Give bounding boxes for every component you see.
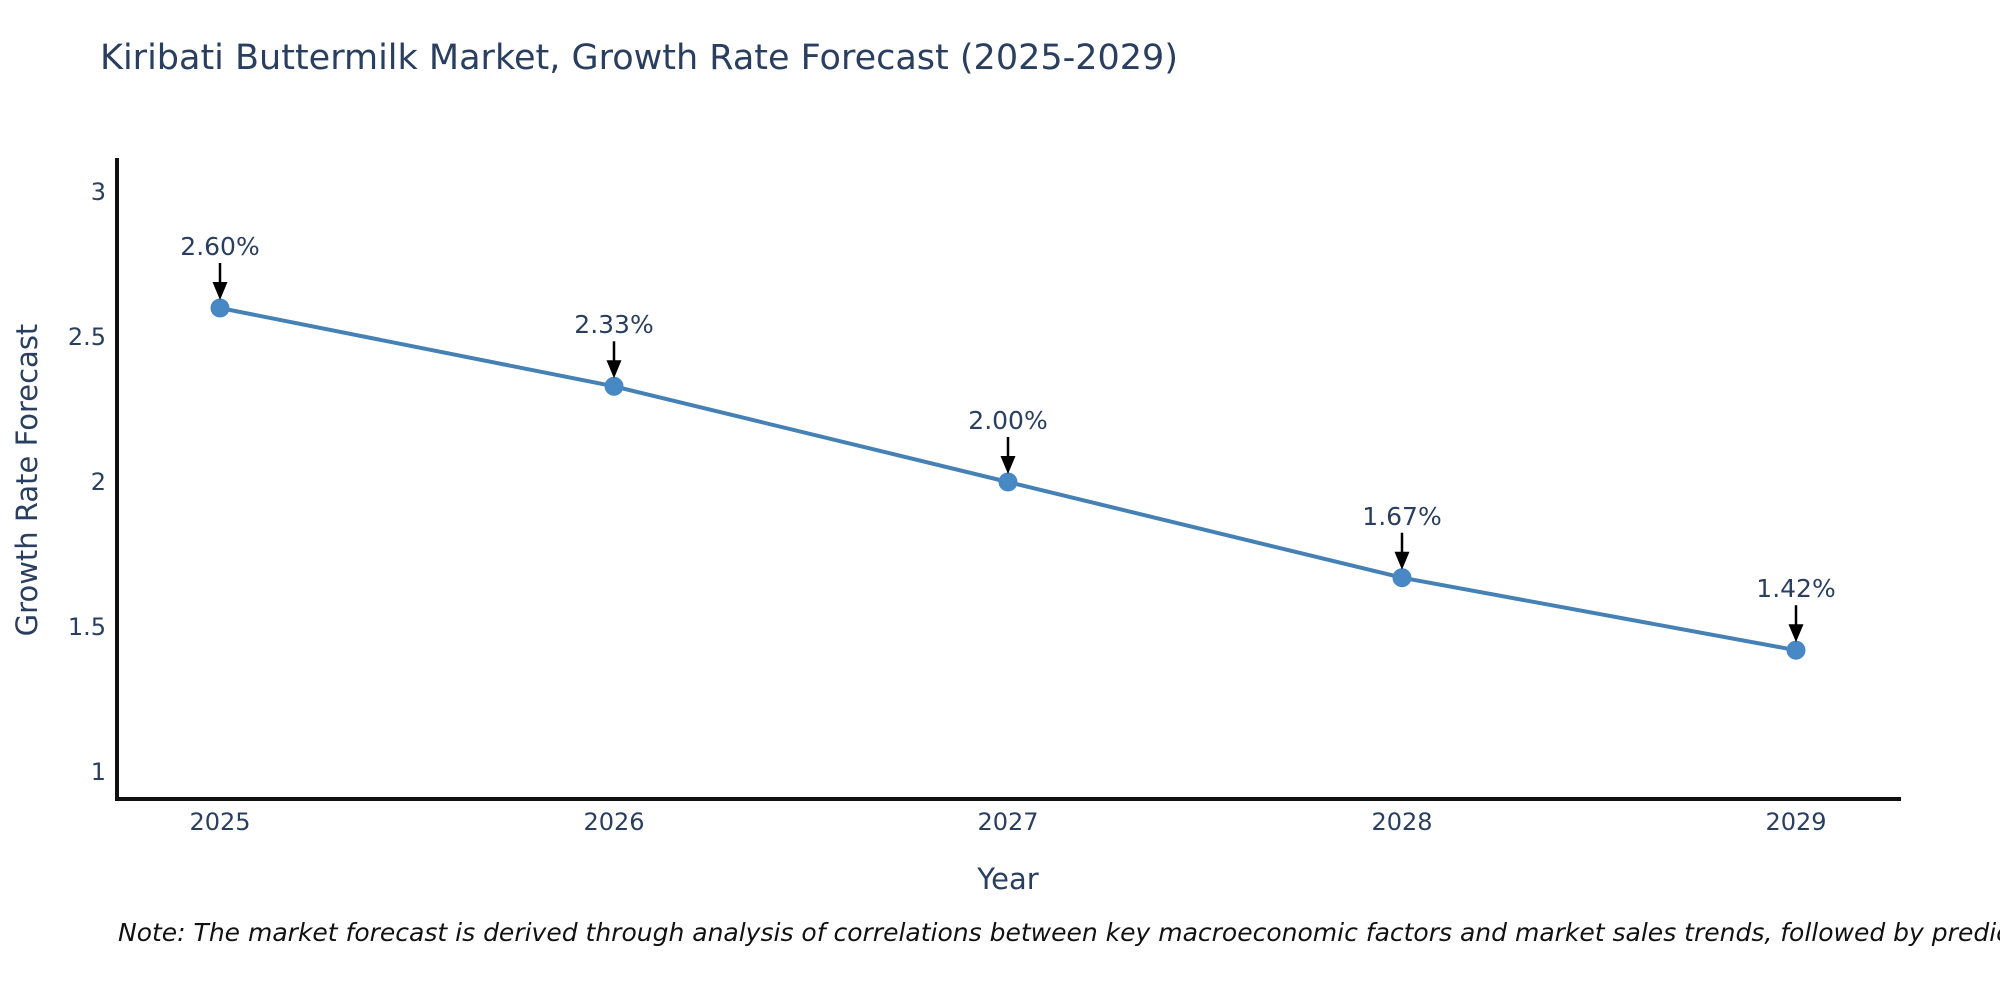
- data-point-marker-2027[interactable]: [998, 472, 1018, 492]
- point-annotation-label-2028: 1.67%: [1362, 501, 1442, 531]
- chart-title: Kiribati Buttermilk Market, Growth Rate …: [100, 38, 1178, 78]
- x-tick-label-2026: 2026: [583, 808, 645, 836]
- x-tick-label-2029: 2029: [1765, 808, 1827, 836]
- point-annotation-label-2026: 2.33%: [574, 310, 654, 340]
- y-tick-label-2-5: 2.5: [67, 323, 106, 351]
- y-tick-label-2: 2: [90, 468, 106, 496]
- annotation-arrow-head: [1394, 551, 1410, 570]
- annotation-arrow-head: [212, 282, 228, 300]
- x-tick-label-2027: 2027: [977, 808, 1039, 836]
- x-axis-title: Year: [977, 862, 1039, 896]
- annotation-arrow-head: [606, 360, 622, 379]
- annotation-arrow-head: [1788, 624, 1804, 643]
- data-point-marker-2028[interactable]: [1392, 568, 1412, 588]
- annotation-arrow-head: [1000, 456, 1016, 474]
- y-tick-label-1: 1: [90, 758, 106, 786]
- y-tick-label-3: 3: [90, 178, 106, 206]
- annotation-arrow-layer: [212, 263, 1804, 643]
- marker-layer: [210, 298, 1806, 660]
- data-point-marker-2029[interactable]: [1786, 640, 1806, 660]
- point-annotation-label-2029: 1.42%: [1756, 574, 1836, 604]
- x-tick-label-2028: 2028: [1371, 808, 1433, 836]
- data-point-marker-2026[interactable]: [604, 376, 624, 396]
- point-annotation-label-2027: 2.00%: [968, 406, 1048, 435]
- x-tick-label-2025: 2025: [189, 808, 251, 836]
- point-annotation-label-2025: 2.60%: [180, 232, 260, 261]
- y-tick-label-1-5: 1.5: [67, 613, 106, 641]
- chart-note: Note: The market forecast is derived thr…: [118, 918, 2000, 947]
- data-point-marker-2025[interactable]: [210, 298, 230, 318]
